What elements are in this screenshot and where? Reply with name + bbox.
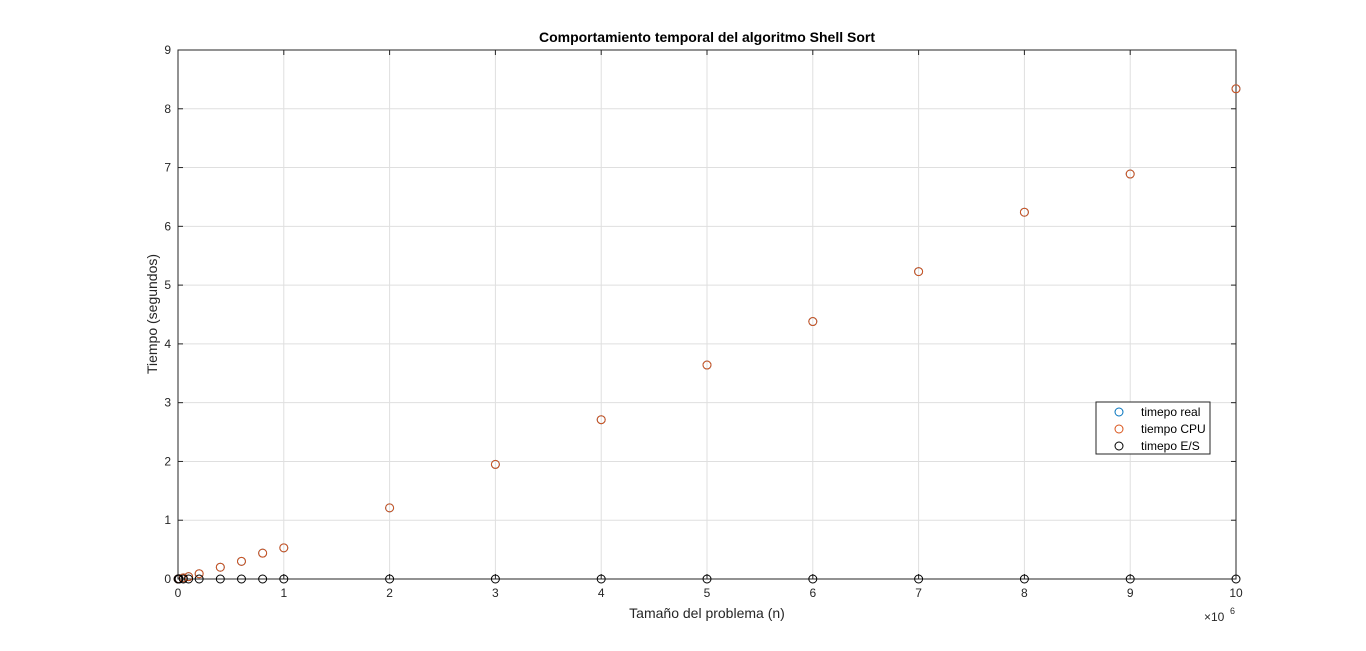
x-exponent: ×10 6 [1204,606,1235,624]
legend-marker [1114,424,1124,434]
x-tick-label: 7 [915,586,922,600]
data-point [279,543,289,553]
data-point [385,503,395,513]
axes-box [177,49,1237,580]
data-point [236,556,246,566]
x-exponent-base: ×10 [1204,610,1225,624]
data-point [490,459,500,469]
y-tick-label: 8 [164,102,171,116]
data-point [385,574,395,584]
data-point [174,574,184,584]
x-tick-label: 6 [809,586,816,600]
data-point [596,415,606,425]
y-tick-label: 1 [164,513,171,527]
legend: timepo real tiempo CPU timepo E/S [1095,401,1211,455]
data-point [258,548,268,558]
x-tick-label: 8 [1021,586,1028,600]
data-point [808,574,818,584]
y-tick-label: 4 [164,337,171,351]
data-point [808,317,818,327]
x-axis-label: Tamaño del problema (n) [629,605,785,621]
data-point [279,574,289,584]
data-points [173,84,1241,584]
data-point [1019,207,1029,217]
legend-label: tiempo CPU [1141,422,1206,436]
x-tick-label: 9 [1127,586,1134,600]
data-point [1125,574,1135,584]
x-exponent-power: 6 [1230,606,1235,616]
y-tick-label: 6 [164,219,171,233]
x-tick-label: 3 [492,586,499,600]
data-point [596,574,606,584]
data-point [215,574,225,584]
y-tick-label: 2 [164,454,171,468]
y-tick-label: 5 [164,278,171,292]
data-point [236,574,246,584]
x-tick-label: 4 [598,586,605,600]
y-tick-label: 3 [164,396,171,410]
x-tick-label: 10 [1229,586,1243,600]
legend-label: timepo real [1141,405,1200,419]
legend-marker [1114,407,1124,417]
data-point [184,574,194,584]
data-point [194,569,204,579]
y-tick-label: 9 [164,43,171,57]
data-point [490,574,500,584]
data-point [1125,169,1135,179]
tick-labels: 0 1 2 3 4 5 6 7 8 9 10 0 1 2 3 4 5 6 7 8 9 [164,43,1243,600]
series-2 [173,574,1241,584]
data-point [178,574,188,584]
chart-title: Comportamiento temporal del algoritmo Sh… [539,29,875,45]
data-point [215,562,225,572]
y-axis-label: Tiempo (segundos) [144,254,160,374]
data-point [914,574,924,584]
x-tick-label: 0 [175,586,182,600]
x-tick-label: 1 [280,586,287,600]
y-tick-label: 7 [164,161,171,175]
legend-marker [1114,441,1124,451]
y-tick-label: 0 [164,572,171,586]
data-point [194,574,204,584]
legend-label: timepo E/S [1141,439,1200,453]
data-point [1231,84,1241,94]
data-point [702,574,712,584]
x-tick-label: 5 [704,586,711,600]
data-point [184,572,194,582]
data-point [258,574,268,584]
data-point [1019,574,1029,584]
data-point [914,267,924,277]
x-tick-label: 2 [386,586,393,600]
data-point [1231,574,1241,584]
data-point [702,360,712,370]
